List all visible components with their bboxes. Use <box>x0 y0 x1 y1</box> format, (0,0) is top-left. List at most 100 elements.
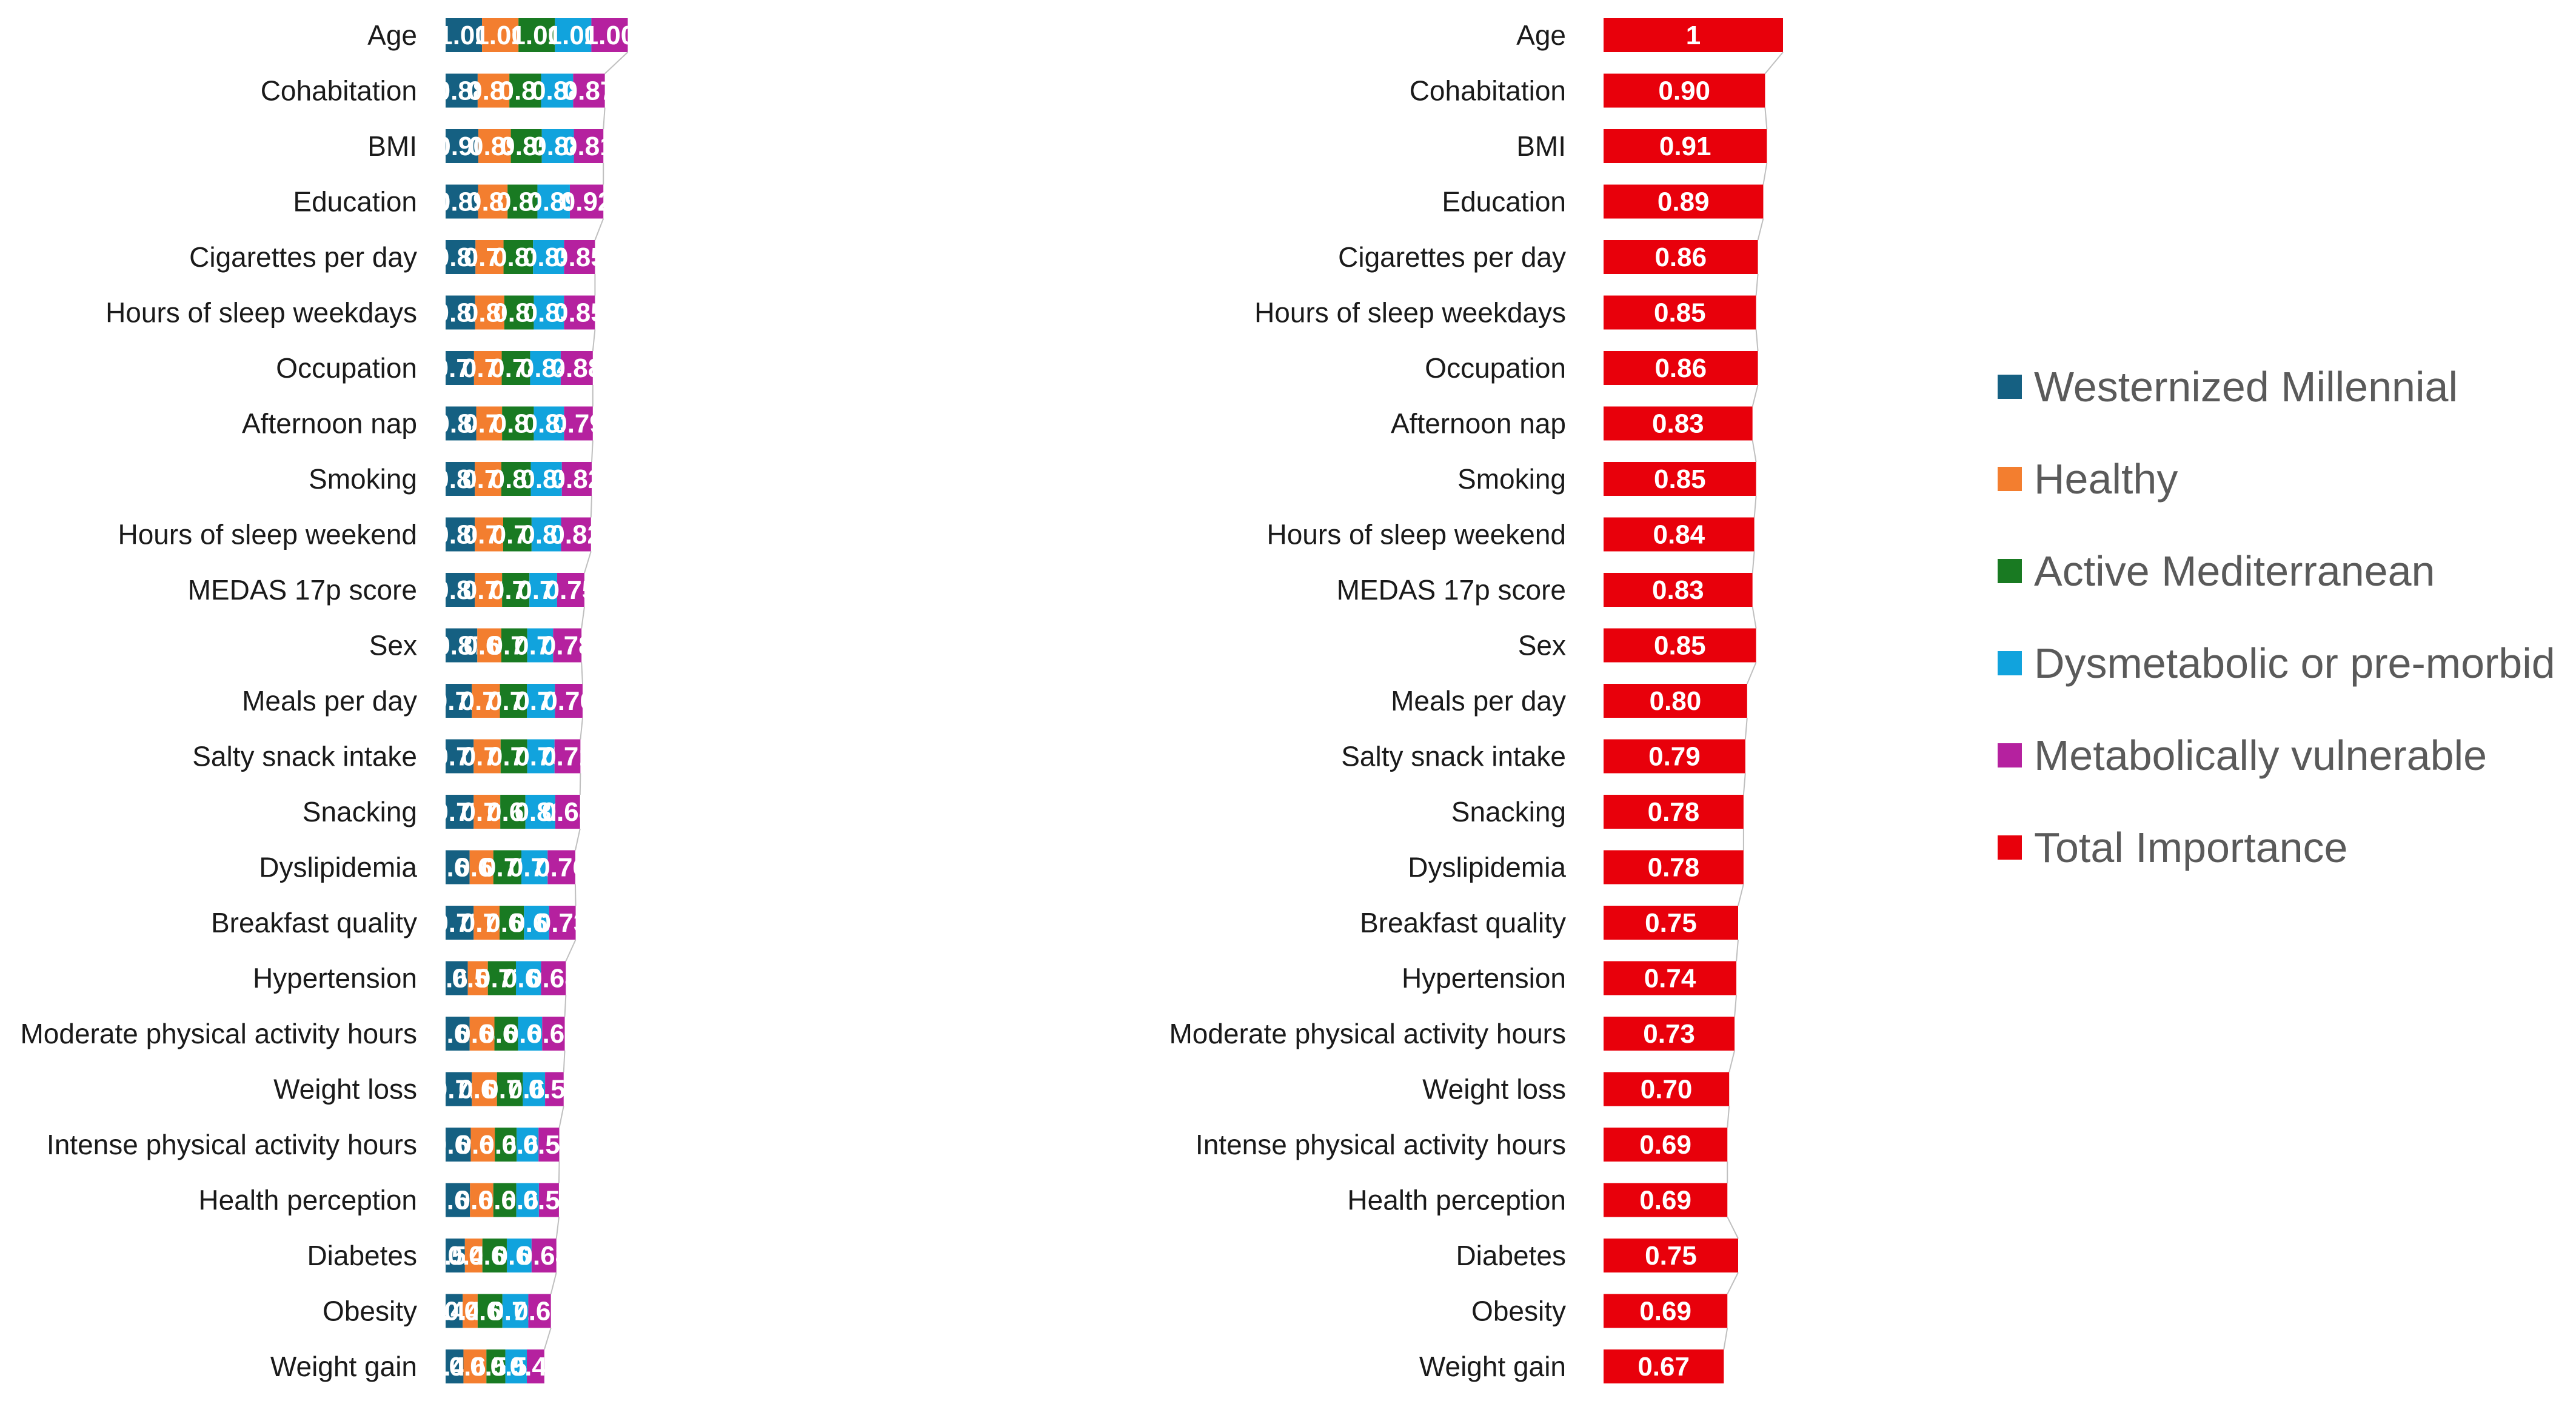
connector-line <box>1738 884 1744 906</box>
bar-dysmetabolic-or-pre-morbid-sex <box>527 628 554 663</box>
connector-line <box>565 939 577 961</box>
bar-westernized-millennial-hours-of-sleep-weekdays <box>446 295 475 330</box>
bar-dysmetabolic-or-pre-morbid-weight-loss <box>523 1072 546 1106</box>
bar-metabolically-vulnerable-hypertension <box>541 961 566 995</box>
bar-active-mediterranean-cohabitation <box>509 73 541 108</box>
bar-westernized-millennial-hours-of-sleep-weekend <box>446 517 475 552</box>
bar-westernized-millennial-age <box>446 18 483 52</box>
total-category-label-sex: Sex <box>1518 630 1566 661</box>
connector-line <box>604 52 629 75</box>
bar-healthy-cigarettes-per-day <box>475 240 504 274</box>
data-label-total-importance-breakfast-quality: 0.75 <box>1645 908 1697 938</box>
bar-metabolically-vulnerable-health-perception <box>538 1183 559 1217</box>
bar-metabolically-vulnerable-dyslipidemia <box>547 850 575 884</box>
bar-healthy-snacking <box>473 795 501 829</box>
bar-metabolically-vulnerable-education <box>569 184 604 219</box>
data-label-metabolically-vulnerable-medas-17p-score: 0.75 <box>545 575 597 605</box>
category-label-weight-gain: Weight gain <box>270 1351 417 1382</box>
connector-line <box>1727 1217 1739 1239</box>
data-label-metabolically-vulnerable-diabetes: 0.68 <box>518 1241 570 1271</box>
bar-healthy-obesity <box>463 1294 478 1328</box>
data-label-total-importance-sex: 0.85 <box>1654 631 1706 661</box>
bar-metabolically-vulnerable-salty-snack-intake <box>554 739 581 774</box>
bar-dysmetabolic-or-pre-morbid-afternoon-nap <box>534 406 564 441</box>
bar-healthy-cohabitation <box>477 73 510 108</box>
total-category-label-dyslipidemia: Dyslipidemia <box>1408 852 1566 883</box>
bar-metabolically-vulnerable-moderate-physical-activity-hours <box>542 1017 565 1051</box>
data-label-total-importance-intense-physical-activity-hours: 0.69 <box>1639 1130 1691 1160</box>
connector-line <box>574 884 577 906</box>
bar-total-importance-hypertension <box>1604 961 1737 995</box>
data-label-total-importance-snacking: 0.78 <box>1648 797 1700 827</box>
bar-active-mediterranean-hypertension <box>487 961 516 995</box>
data-label-total-importance-obesity: 0.69 <box>1639 1297 1691 1326</box>
connector-line <box>1734 995 1738 1017</box>
bar-healthy-hours-of-sleep-weekend <box>475 517 503 552</box>
bar-total-importance-intense-physical-activity-hours <box>1604 1128 1728 1162</box>
bar-metabolically-vulnerable-smoking <box>561 462 592 496</box>
bar-healthy-occupation <box>473 351 502 385</box>
legend-label-total-importance: Total Importance <box>2034 824 2347 871</box>
bar-active-mediterranean-afternoon-nap <box>502 406 534 441</box>
category-label-afternoon-nap: Afternoon nap <box>242 408 417 440</box>
bar-westernized-millennial-cohabitation <box>446 73 478 108</box>
category-label-breakfast-quality: Breakfast quality <box>211 907 417 938</box>
connector-line <box>1762 162 1768 185</box>
category-label-age: Age <box>367 19 417 51</box>
bar-active-mediterranean-moderate-physical-activity-hours <box>494 1017 518 1051</box>
bar-total-importance-health-perception <box>1604 1183 1728 1217</box>
connector-line <box>1736 939 1739 961</box>
bar-westernized-millennial-intense-physical-activity-hours <box>446 1128 471 1162</box>
total-category-label-weight-gain: Weight gain <box>1419 1351 1566 1382</box>
connector-line <box>584 551 592 573</box>
total-category-label-snacking: Snacking <box>1451 796 1566 828</box>
data-label-metabolically-vulnerable-meals-per-day: 0.76 <box>543 686 595 716</box>
bar-westernized-millennial-health-perception <box>446 1183 470 1217</box>
bar-dysmetabolic-or-pre-morbid-education <box>537 184 570 219</box>
total-category-label-smoking: Smoking <box>1457 463 1566 495</box>
category-label-cigarettes-per-day: Cigarettes per day <box>189 241 417 273</box>
connector-line <box>591 440 594 463</box>
bar-active-mediterranean-sex <box>501 628 527 663</box>
category-label-bmi: BMI <box>367 130 417 162</box>
bar-dysmetabolic-or-pre-morbid-moderate-physical-activity-hours <box>518 1017 543 1051</box>
bar-westernized-millennial-hypertension <box>446 961 468 995</box>
total-category-label-hypertension: Hypertension <box>1402 963 1566 994</box>
total-category-label-weight-loss: Weight loss <box>1422 1074 1566 1105</box>
data-label-total-importance-hypertension: 0.74 <box>1644 964 1696 994</box>
bar-metabolically-vulnerable-occupation <box>560 351 593 385</box>
connector-line <box>590 495 593 518</box>
bar-total-importance-sex <box>1604 628 1756 663</box>
bar-healthy-hours-of-sleep-weekdays <box>475 295 504 330</box>
bar-dysmetabolic-or-pre-morbid-breakfast-quality <box>524 906 549 940</box>
connector-line <box>603 107 606 130</box>
data-label-total-importance-bmi: 0.91 <box>1659 132 1711 161</box>
bar-westernized-millennial-snacking <box>446 795 474 829</box>
data-label-active-mediterranean-age: 1.00 <box>510 21 563 50</box>
bar-healthy-age <box>482 18 519 52</box>
category-label-moderate-physical-activity-hours: Moderate physical activity hours <box>20 1018 417 1049</box>
total-category-label-medas-17p-score: MEDAS 17p score <box>1337 574 1566 606</box>
data-label-metabolically-vulnerable-dyslipidemia: 0.76 <box>535 853 587 883</box>
bar-metabolically-vulnerable-meals-per-day <box>555 684 583 718</box>
bar-dysmetabolic-or-pre-morbid-health-perception <box>516 1183 539 1217</box>
total-category-label-cigarettes-per-day: Cigarettes per day <box>1338 241 1566 273</box>
connector-line <box>564 995 567 1017</box>
bar-total-importance-obesity <box>1604 1294 1728 1328</box>
total-category-label-age: Age <box>1516 19 1566 51</box>
legend: Westernized Millennial Healthy Active Medi… <box>1998 363 2555 871</box>
data-label-total-importance-medas-17p-score: 0.83 <box>1652 575 1704 605</box>
category-label-hypertension: Hypertension <box>253 963 417 994</box>
data-label-metabolically-vulnerable-moderate-physical-activity-hours: 0.62 <box>527 1019 580 1049</box>
bar-dysmetabolic-or-pre-morbid-hours-of-sleep-weekdays <box>534 295 564 330</box>
bar-active-mediterranean-age <box>518 18 555 52</box>
legend-label-active-mediterranean: Active Mediterranean <box>2034 547 2435 595</box>
bar-active-mediterranean-hours-of-sleep-weekdays <box>504 295 534 330</box>
total-importance-chart: Age 1 Cohabitation 0.90 BMI 0.91 Education 0.89… <box>1169 18 1784 1383</box>
bar-westernized-millennial-occupation <box>446 351 474 385</box>
connector-line <box>579 773 581 795</box>
data-label-total-importance-hours-of-sleep-weekdays: 0.85 <box>1654 298 1706 328</box>
category-label-occupation: Occupation <box>276 352 417 384</box>
bar-westernized-millennial-education <box>446 184 478 219</box>
